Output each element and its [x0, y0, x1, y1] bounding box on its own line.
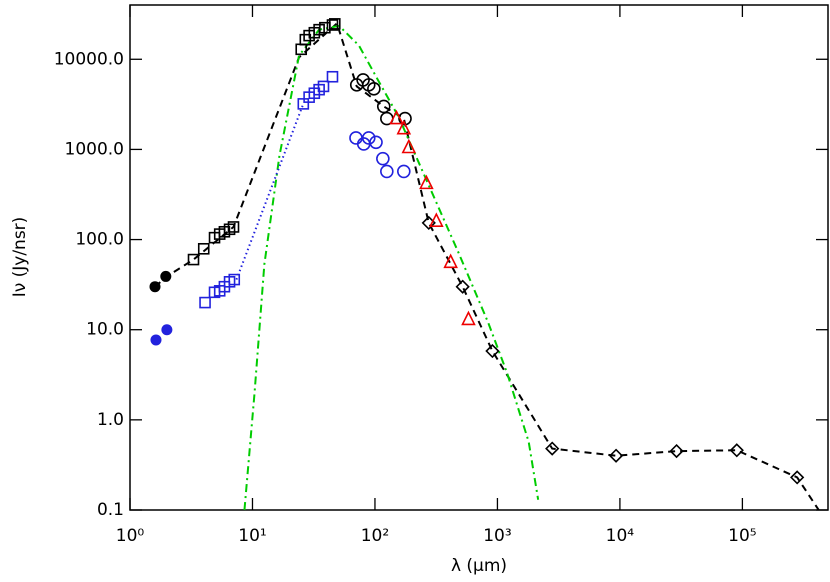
data-point [223, 223, 236, 236]
data-point [150, 334, 162, 346]
x-tick-label: 10³ [483, 526, 511, 546]
data-point [295, 43, 308, 56]
x-tick-label: 10² [361, 526, 389, 546]
data-point [317, 80, 330, 93]
data-line [243, 24, 540, 511]
data-point [608, 448, 624, 463]
x-tick-label: 10⁰ [116, 526, 145, 546]
y-axis-title: Iν (Jy/nsr) [10, 217, 30, 298]
y-tick-label: 0.1 [97, 500, 124, 520]
data-point [461, 310, 476, 326]
data-point [380, 164, 394, 179]
data-point [419, 174, 434, 190]
data-point [227, 221, 240, 233]
data-point [401, 138, 417, 154]
data-line [154, 21, 820, 511]
data-point [361, 131, 376, 145]
data-point [396, 119, 412, 135]
data-point [197, 242, 210, 255]
data-point [160, 270, 172, 282]
data-point [149, 281, 161, 293]
plot-frame [129, 4, 829, 511]
data-point [199, 296, 211, 309]
data-point [326, 70, 339, 83]
data-point [389, 109, 404, 125]
data-point [790, 470, 805, 485]
data-point [161, 324, 173, 336]
data-point [397, 164, 411, 179]
y-tick-label: 1000.0 [65, 139, 124, 159]
data-point [349, 131, 363, 145]
data-point [443, 253, 458, 269]
x-tick-label: 10⁵ [728, 526, 756, 546]
data-point [328, 18, 341, 30]
x-tick-label: 10¹ [238, 526, 266, 546]
data-point [729, 443, 744, 458]
data-point [228, 273, 241, 286]
data-point [545, 441, 560, 456]
data-point [376, 151, 390, 166]
y-tick-label: 1.0 [97, 410, 124, 430]
y-tick-label: 100.0 [75, 230, 124, 250]
data-point [429, 212, 444, 227]
y-tick-label: 10.0 [86, 320, 124, 340]
data-point [376, 99, 391, 114]
data-point [669, 443, 684, 459]
data-point [297, 98, 310, 110]
x-tick-label: 10⁴ [606, 526, 635, 546]
data-point [367, 82, 381, 96]
y-tick-label: 10000.0 [54, 49, 124, 69]
x-axis-title: λ (μm) [451, 556, 507, 576]
data-point [485, 343, 500, 359]
data-point [299, 33, 312, 46]
data-point [326, 19, 339, 31]
data-point [455, 279, 470, 294]
data-point [187, 253, 200, 266]
data-point [369, 135, 383, 150]
